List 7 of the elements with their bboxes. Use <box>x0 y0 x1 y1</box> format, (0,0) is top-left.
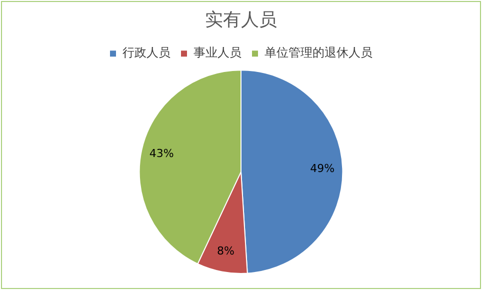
legend-label: 行政人员 <box>122 46 170 60</box>
chart-title: 实有人员 <box>205 9 277 30</box>
data-label: 49% <box>310 162 335 176</box>
legend-label: 事业人员 <box>194 46 242 60</box>
legend-label: 单位管理的退休人员 <box>264 46 372 60</box>
data-label: 43% <box>149 146 174 160</box>
data-label: 8% <box>217 244 234 258</box>
